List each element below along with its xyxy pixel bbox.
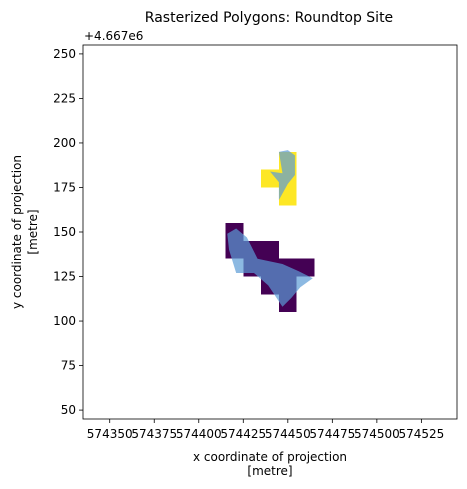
x-axis: 5743505743755744005744255744505744755745…	[87, 419, 444, 441]
y-tick-label: 175	[53, 180, 76, 194]
y-tick-label: 125	[53, 270, 76, 284]
x-axis-label-line-2: [metre]	[247, 464, 292, 478]
polygon-south	[227, 228, 313, 307]
x-tick-label: 574425	[220, 427, 266, 441]
y-tick-label: 200	[53, 136, 76, 150]
raster-cell-south	[261, 240, 279, 259]
x-tick-label: 574500	[354, 427, 400, 441]
x-tick-label: 574450	[265, 427, 311, 441]
polygon-layer	[227, 150, 313, 307]
raster-cell-north	[278, 187, 297, 206]
polygon-north	[270, 150, 295, 200]
y-tick-label: 75	[61, 359, 76, 373]
x-tick-label: 574400	[176, 427, 222, 441]
plot-area	[83, 45, 457, 419]
x-axis-label-line-1: x coordinate of projection	[193, 450, 347, 464]
raster-cell-south	[296, 258, 315, 277]
chart-title: Rasterized Polygons: Roundtop Site	[145, 10, 393, 26]
y-tick-label: 50	[61, 403, 76, 417]
y-offset-label: +4.667e6	[84, 29, 143, 43]
y-tick-label: 225	[53, 91, 76, 105]
y-tick-label: 100	[53, 314, 76, 328]
y-tick-label: 250	[53, 47, 76, 61]
x-tick-label: 574475	[309, 427, 355, 441]
x-tick-label: 574525	[398, 427, 444, 441]
y-tick-label: 150	[53, 225, 76, 239]
y-axis: 50 75 100 125 150 175 200 225 250	[53, 47, 83, 417]
y-axis-label-line-2: [metre]	[26, 209, 40, 254]
x-tick-label: 574375	[131, 427, 177, 441]
y-axis-label-line-1: y coordinate of projection	[10, 155, 24, 309]
x-tick-label: 574350	[87, 427, 133, 441]
